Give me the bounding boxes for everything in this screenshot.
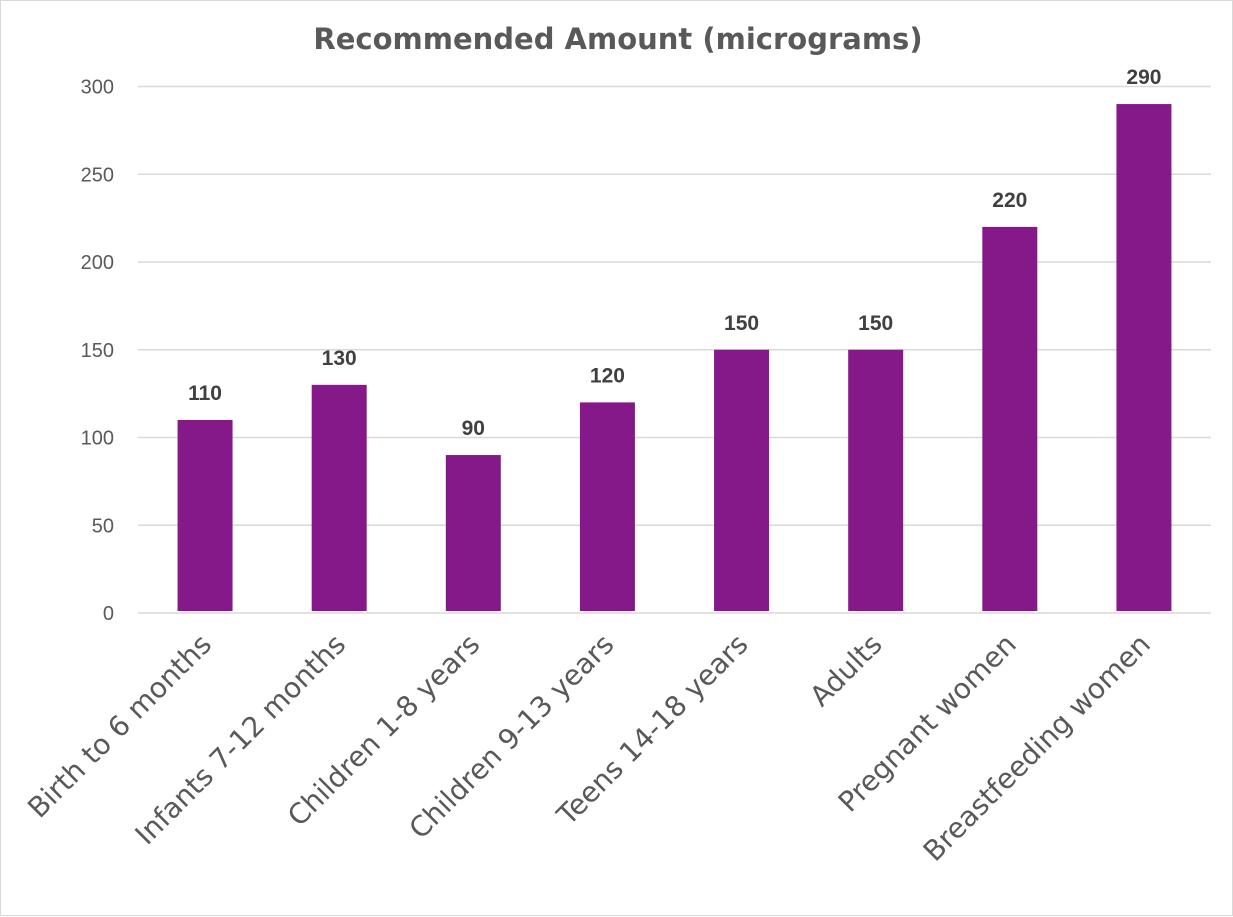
bar <box>177 419 233 611</box>
data-label: 90 <box>462 417 485 440</box>
data-label: 120 <box>590 364 625 387</box>
data-label: 150 <box>858 312 893 335</box>
bar <box>848 349 904 611</box>
chart-title: Recommended Amount (micrograms) <box>313 22 922 56</box>
y-axis-ticks: 0 50 100 150 200 250 300 <box>81 77 114 626</box>
y-tick-label: 300 <box>81 77 114 99</box>
data-label: 130 <box>322 347 357 370</box>
y-tick-label: 150 <box>81 340 114 362</box>
bar <box>579 402 635 611</box>
bar <box>1116 104 1172 612</box>
data-label: 150 <box>724 312 759 335</box>
bar <box>714 349 770 611</box>
bar <box>445 455 501 611</box>
y-tick-label: 250 <box>81 164 114 186</box>
gridlines <box>138 85 1211 614</box>
bar <box>982 226 1038 611</box>
x-tick-label: Adults <box>803 628 888 713</box>
data-label: 290 <box>1126 66 1161 89</box>
x-tick-label: Breastfeeding women <box>917 628 1157 868</box>
bar <box>311 384 367 611</box>
y-tick-label: 0 <box>103 603 114 625</box>
y-tick-label: 100 <box>81 428 114 450</box>
y-tick-label: 200 <box>81 252 114 274</box>
data-label: 220 <box>992 189 1027 212</box>
y-tick-label: 50 <box>92 515 114 537</box>
data-labels: 110 130 90 120 150 150 220 290 <box>188 66 1161 440</box>
bars <box>177 104 1172 612</box>
data-label: 110 <box>188 382 222 405</box>
